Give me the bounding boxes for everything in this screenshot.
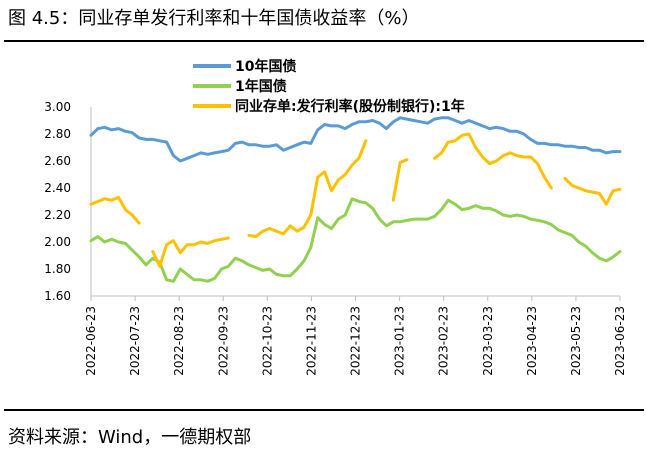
x-tick-label: 2023-06-23 [613,306,627,376]
y-tick-label: 2.40 [44,181,71,195]
y-tick-label: 2.80 [44,127,71,141]
x-tick-label: 2023-01-23 [393,306,407,376]
x-tick-label: 2023-04-23 [525,306,539,376]
x-tick-label: 2023-02-23 [437,306,451,376]
series-line-0 [89,116,622,163]
y-tick-label: 3.00 [44,100,71,114]
x-tick-label: 2022-10-23 [260,306,274,376]
legend-label: 同业存单:发行利率(股份制银行):1年 [235,98,465,115]
x-tick-label: 2023-03-23 [481,306,495,376]
x-tick-label: 2022-11-23 [304,306,318,376]
x-tick-label: 2022-12-23 [349,306,363,376]
y-tick-label: 1.60 [44,289,71,303]
series-line-2 [89,132,622,268]
title-rule [4,40,644,42]
y-axis: 3.00 2.80 2.60 2.40 2.20 2.00 1.80 1.60 [44,100,92,303]
series-lines [89,116,622,283]
x-tick-label: 2022-06-23 [84,306,98,376]
y-tick-label: 2.00 [44,235,71,249]
source-rule [4,409,644,411]
line-chart: 3.00 2.80 2.60 2.40 2.20 2.00 1.80 1.60 2022-06… [44,58,627,376]
x-tick-label: 2023-05-23 [569,306,583,376]
y-tick-label: 1.80 [44,262,71,276]
y-tick-label: 2.20 [44,208,71,222]
legend-label: 1年国债 [235,78,287,95]
y-tick-label: 2.60 [44,154,71,168]
legend-label: 10年国债 [235,58,296,75]
x-axis: 2022-06-23 2022-07-23 2022-08-23 2022-09-23… [84,295,627,376]
series-line-1 [89,197,622,283]
source-note: 资料来源：Wind，一德期权部 [8,427,252,448]
figure-title: 图 4.5：同业存单发行利率和十年国债收益率（%） [8,8,420,29]
x-tick-label: 2022-09-23 [216,306,230,376]
x-tick-label: 2022-07-23 [128,306,142,376]
x-tick-label: 2022-08-23 [172,306,186,376]
